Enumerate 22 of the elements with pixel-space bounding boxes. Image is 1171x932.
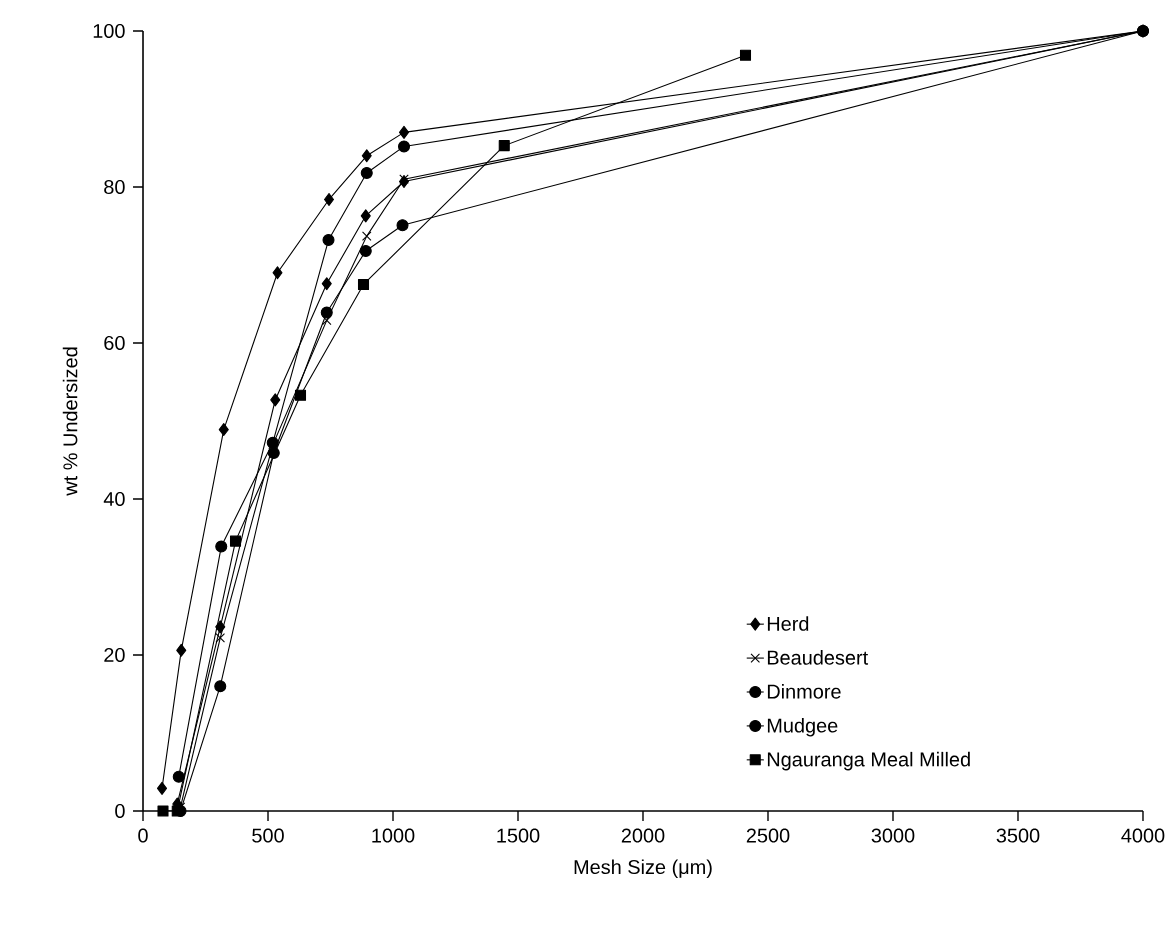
- y-axis-title: wt % Undersized: [62, 347, 78, 496]
- legend-label: Mudgee: [767, 717, 838, 737]
- legend-label: Herd: [767, 616, 809, 631]
- legend-label: Ngauranga Meal Milled: [767, 751, 970, 771]
- legend-label: Beaudesert: [767, 650, 869, 665]
- x-axis-title: Mesh Size (μm): [574, 859, 712, 879]
- x-tick-label: 3500: [996, 828, 1040, 843]
- x-tick-label: 4000: [1121, 828, 1165, 843]
- x-tick-label: 500: [252, 828, 284, 843]
- y-tick-label: 80: [104, 179, 125, 195]
- y-tick-label: 40: [103, 491, 125, 507]
- x-tick-label: 1000: [372, 828, 415, 843]
- y-tick-label: 60: [104, 335, 125, 351]
- y-tick-label: 20: [104, 647, 125, 663]
- x-tick-label: 3000: [871, 828, 915, 843]
- y-tick-label: 100: [93, 23, 125, 39]
- x-tick-label: 2500: [746, 828, 790, 843]
- x-tick-label: 1500: [497, 828, 540, 843]
- y-tick-label: 0: [115, 803, 125, 819]
- legend-label: Dinmore: [767, 684, 841, 699]
- x-tick-label: 2000: [621, 828, 665, 843]
- x-tick-label: 0: [138, 828, 148, 843]
